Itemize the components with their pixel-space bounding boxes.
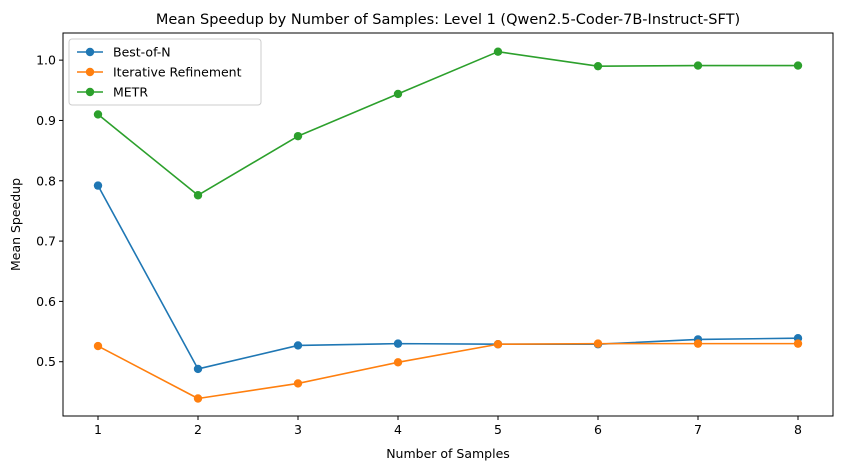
- legend-label-metr: METR: [113, 85, 148, 100]
- x-axis-label: Number of Samples: [386, 446, 510, 461]
- x-tick-label: 3: [294, 422, 302, 437]
- y-tick-label: 0.5: [36, 354, 56, 369]
- data-point-iterative-refinement: [293, 379, 303, 388]
- x-tick-label: 7: [694, 422, 702, 437]
- y-tick-label: 0.7: [36, 234, 56, 249]
- data-point-iterative-refinement: [693, 339, 703, 348]
- legend-marker-best-of-n: [85, 47, 95, 57]
- series-line-metr: [97, 50, 798, 197]
- data-point-metr: [293, 131, 303, 141]
- data-point-iterative-refinement: [393, 358, 403, 367]
- data-point-metr: [193, 191, 203, 200]
- legend-label-best-of-n: Best-of-N: [113, 45, 171, 60]
- legend-label-iterative-refinement: Iterative Refinement: [113, 65, 242, 80]
- x-tick-label: 5: [494, 422, 502, 437]
- data-point-iterative-refinement: [93, 341, 103, 351]
- legend-marker-iterative-refinement: [85, 67, 95, 77]
- legend-marker-metr: [85, 87, 95, 97]
- data-point-metr: [593, 61, 603, 71]
- series-line-iterative-refinement: [97, 342, 798, 400]
- data-point-best-of-n: [293, 341, 303, 350]
- data-point-best-of-n: [393, 339, 403, 348]
- y-tick-label: 0.9: [36, 113, 56, 128]
- series-line-best-of-n: [97, 185, 799, 370]
- legend-box: [68, 38, 262, 106]
- data-point-metr: [793, 61, 803, 70]
- data-point-best-of-n: [193, 364, 203, 374]
- data-point-iterative-refinement: [493, 340, 503, 349]
- data-point-best-of-n: [93, 181, 103, 190]
- y-tick-label: 0.6: [36, 294, 56, 309]
- data-point-iterative-refinement: [793, 339, 803, 348]
- data-point-metr: [393, 89, 403, 99]
- x-tick-label: 2: [194, 422, 202, 437]
- data-point-metr: [693, 61, 703, 70]
- x-axis: 1 2 3 4 5 6 7 8: [94, 416, 802, 437]
- y-axis: 0.5 0.6 0.7 0.8 0.9 1.0: [36, 53, 63, 369]
- series-lines: [93, 47, 803, 403]
- x-tick-label: 4: [394, 422, 402, 437]
- x-tick-label: 8: [794, 422, 802, 437]
- data-point-metr: [93, 110, 103, 119]
- y-tick-label: 0.8: [36, 173, 56, 188]
- data-point-iterative-refinement: [193, 394, 203, 403]
- chart-title: Mean Speedup by Number of Samples: Level…: [156, 12, 740, 28]
- y-tick-label: 1.0: [36, 53, 56, 68]
- y-axis-label: Mean Speedup: [8, 178, 23, 271]
- x-tick-label: 6: [594, 422, 602, 437]
- legend: Best-of-N Iterative Refinement METR: [68, 38, 262, 106]
- data-point-metr: [493, 47, 503, 56]
- x-tick-label: 1: [94, 422, 102, 437]
- data-point-iterative-refinement: [593, 339, 603, 348]
